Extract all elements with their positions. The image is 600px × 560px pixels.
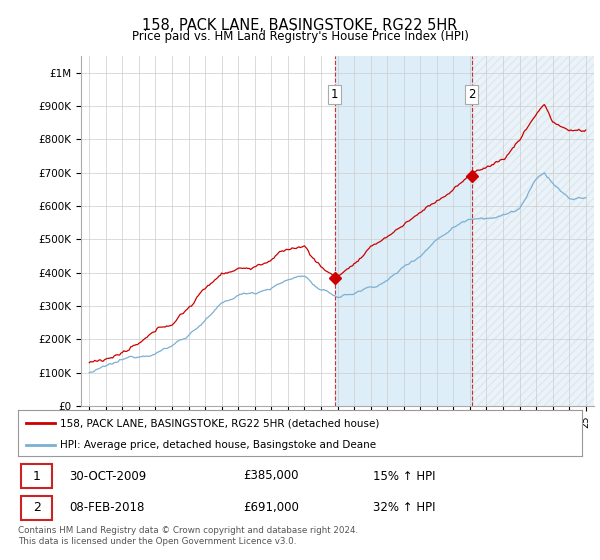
- Bar: [335, 56, 472, 406]
- FancyBboxPatch shape: [21, 496, 52, 520]
- Text: Contains HM Land Registry data © Crown copyright and database right 2024.
This d: Contains HM Land Registry data © Crown c…: [18, 526, 358, 546]
- Text: HPI: Average price, detached house, Basingstoke and Deane: HPI: Average price, detached house, Basi…: [60, 440, 376, 450]
- Text: 158, PACK LANE, BASINGSTOKE, RG22 5HR (detached house): 158, PACK LANE, BASINGSTOKE, RG22 5HR (d…: [60, 418, 380, 428]
- FancyBboxPatch shape: [21, 464, 52, 488]
- Text: 2: 2: [32, 501, 41, 515]
- Text: 30-OCT-2009: 30-OCT-2009: [69, 469, 146, 483]
- Text: 32% ↑ HPI: 32% ↑ HPI: [373, 501, 436, 515]
- Text: 15% ↑ HPI: 15% ↑ HPI: [373, 469, 436, 483]
- Text: Price paid vs. HM Land Registry's House Price Index (HPI): Price paid vs. HM Land Registry's House …: [131, 30, 469, 43]
- Text: 158, PACK LANE, BASINGSTOKE, RG22 5HR: 158, PACK LANE, BASINGSTOKE, RG22 5HR: [142, 18, 458, 33]
- Text: 1: 1: [331, 88, 338, 101]
- Bar: [472, 56, 600, 406]
- Text: 08-FEB-2018: 08-FEB-2018: [69, 501, 144, 515]
- Text: £385,000: £385,000: [244, 469, 299, 483]
- Text: 2: 2: [468, 88, 475, 101]
- Text: £691,000: £691,000: [244, 501, 299, 515]
- Text: 1: 1: [32, 469, 41, 483]
